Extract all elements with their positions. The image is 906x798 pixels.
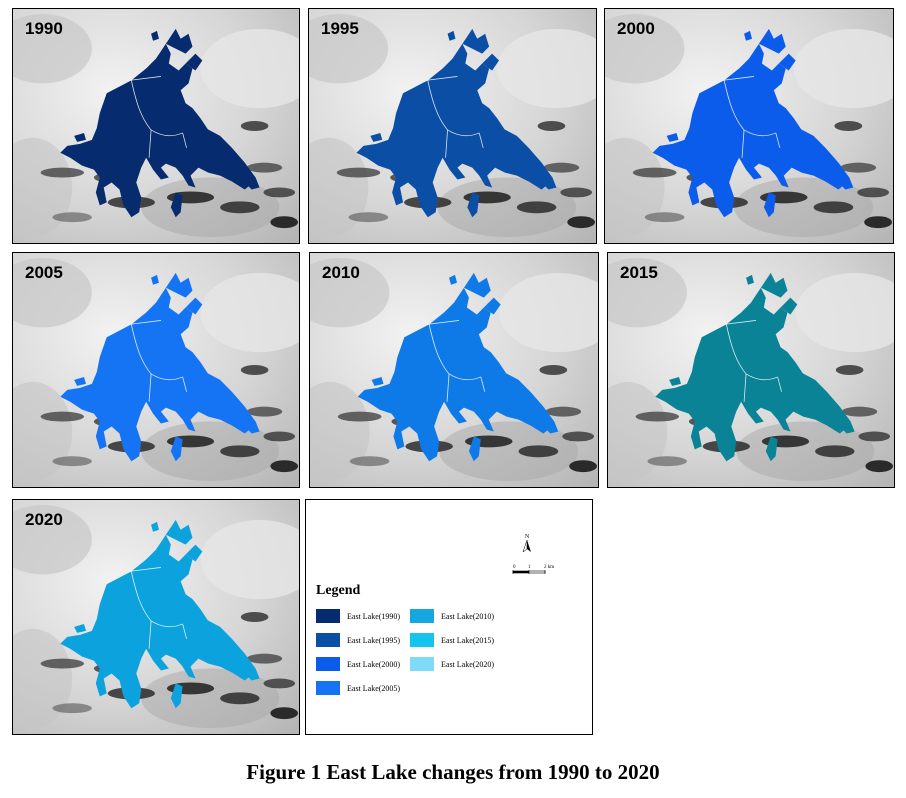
lake-map [605, 9, 893, 243]
lake-map [13, 253, 299, 487]
legend-label: East Lake(2020) [441, 659, 495, 669]
figure-caption: Figure 1 East Lake changes from 1990 to … [246, 760, 660, 784]
legend-swatch [316, 633, 340, 647]
scale-label-2: 2 km [544, 565, 554, 570]
year-label: 2005 [25, 263, 63, 282]
legend-swatch [410, 633, 434, 647]
legend-label: East Lake(1995) [347, 635, 401, 645]
legend-item: East Lake(1995) [316, 632, 400, 648]
north-label: N [525, 534, 530, 540]
legend-label: East Lake(1990) [347, 611, 401, 621]
legend-swatch [410, 609, 434, 623]
legend-swatch [316, 657, 340, 671]
map-panel-2010: 2010 [309, 252, 599, 488]
year-label: 2010 [322, 263, 360, 282]
year-label: 2020 [25, 510, 63, 529]
legend-label: East Lake(2015) [441, 635, 495, 645]
legend-item: East Lake(2005) [316, 680, 400, 696]
year-label: 1990 [25, 19, 63, 38]
legend-item: East Lake(2020) [410, 656, 494, 672]
map-panel-2000: 2000 [604, 8, 894, 244]
year-label: 2015 [620, 263, 658, 282]
legend-item: East Lake(2015) [410, 632, 494, 648]
legend-label: East Lake(2000) [347, 659, 401, 669]
lake-map [13, 9, 299, 243]
map-panel-1995: 1995 [308, 8, 597, 244]
legend-title: Legend [316, 583, 361, 598]
map-panel-2015: 2015 [607, 252, 895, 488]
map-panel-1990: 1990 [12, 8, 300, 244]
scale-label-0: 0 [513, 565, 516, 570]
lake-map [608, 253, 894, 487]
legend-swatch [316, 681, 340, 695]
lake-map [309, 9, 596, 243]
year-label: 1995 [321, 19, 359, 38]
legend-swatch [410, 657, 434, 671]
legend-label: East Lake(2005) [347, 683, 401, 693]
scale-label-1: 1 [528, 565, 531, 570]
map-panel-2020: 2020 [12, 499, 300, 735]
legend-item: East Lake(2010) [410, 608, 494, 624]
lake-map [310, 253, 598, 487]
legend-swatch [316, 609, 340, 623]
north-arrow-icon: N [522, 534, 531, 553]
scale-bar: 0 1 2 km [512, 565, 554, 574]
legend-item: East Lake(1990) [316, 608, 400, 624]
legend-label: East Lake(2010) [441, 611, 495, 621]
map-panel-2005: 2005 [12, 252, 300, 488]
legend-item: East Lake(2000) [316, 656, 400, 672]
lake-map [13, 500, 299, 734]
year-label: 2000 [617, 19, 655, 38]
legend-panel: N 0 1 2 km Legend East Lake(1990) East L… [305, 499, 593, 735]
